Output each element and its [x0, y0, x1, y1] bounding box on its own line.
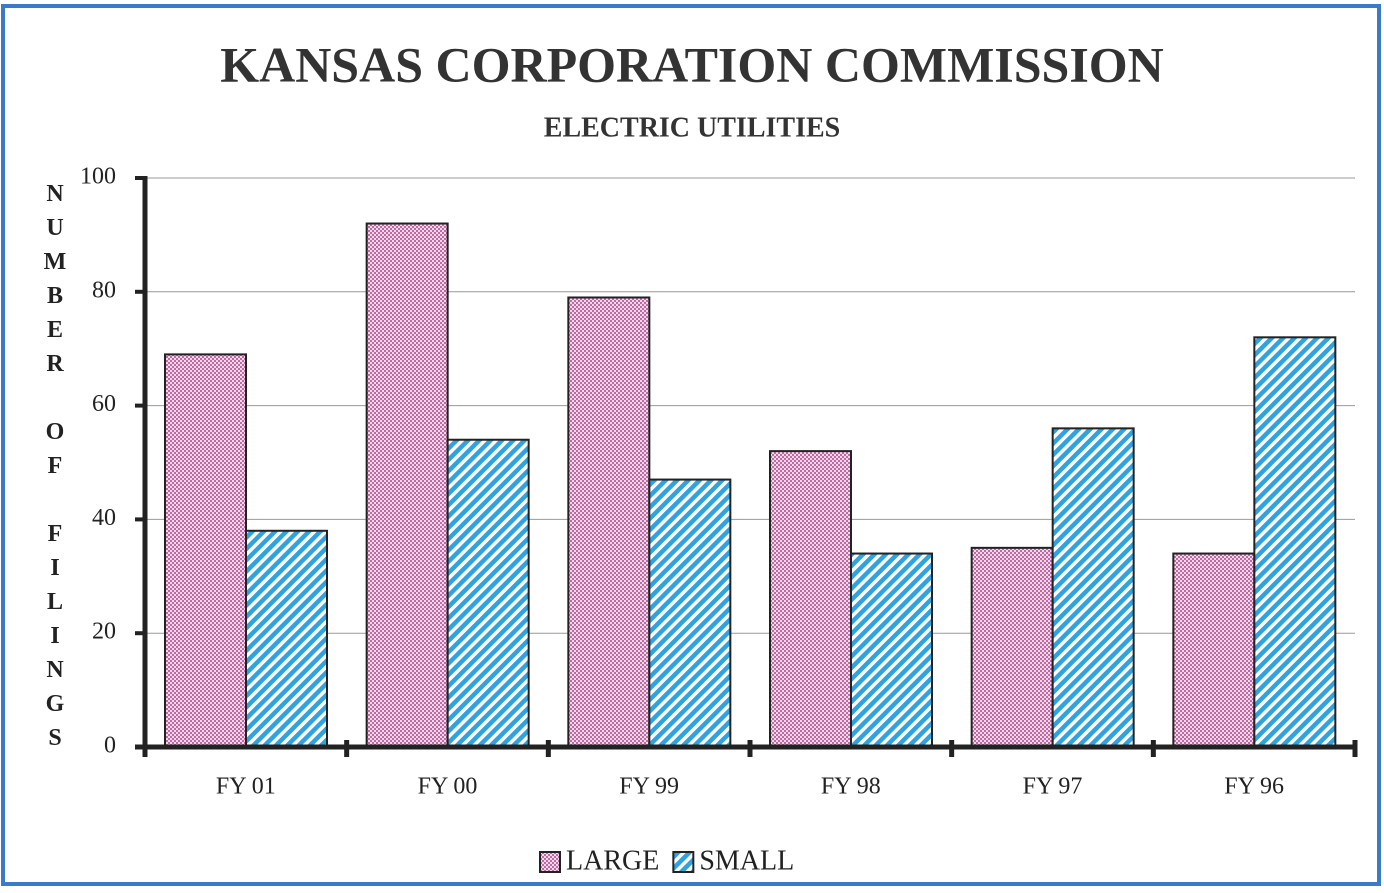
y-tick-label: 60 [92, 391, 116, 417]
bar [769, 450, 852, 748]
bar [164, 353, 247, 748]
bar [850, 552, 933, 748]
bar [970, 546, 1054, 748]
x-tick-label: FY 00 [418, 774, 478, 800]
bar [1051, 427, 1135, 748]
chart-title: KANSAS CORPORATION COMMISSION [220, 36, 1164, 92]
y-tick-label: 80 [92, 277, 116, 303]
y-tick-label: 40 [92, 505, 116, 531]
bar [1253, 336, 1337, 748]
x-tick-label: FY 01 [216, 774, 276, 800]
bar [648, 478, 732, 748]
legend-label: LARGE [566, 845, 659, 876]
bar [446, 438, 530, 748]
bar [365, 222, 449, 748]
bar [245, 529, 328, 749]
y-tick-label: 20 [92, 619, 116, 645]
x-tick-label: FY 96 [1224, 774, 1284, 800]
legend-swatch [539, 851, 561, 873]
y-tick-label: 0 [104, 733, 116, 759]
chart-subtitle: ELECTRIC UTILITIES [544, 112, 840, 143]
legend-swatch [672, 851, 695, 873]
x-tick-label: FY 97 [1023, 774, 1083, 800]
x-tick-label: FY 99 [619, 774, 679, 800]
legend-label: SMALL [699, 845, 794, 876]
x-tick-label: FY 98 [821, 774, 881, 800]
bar [567, 296, 651, 748]
bar [1172, 552, 1256, 748]
y-tick-label: 100 [80, 164, 116, 190]
